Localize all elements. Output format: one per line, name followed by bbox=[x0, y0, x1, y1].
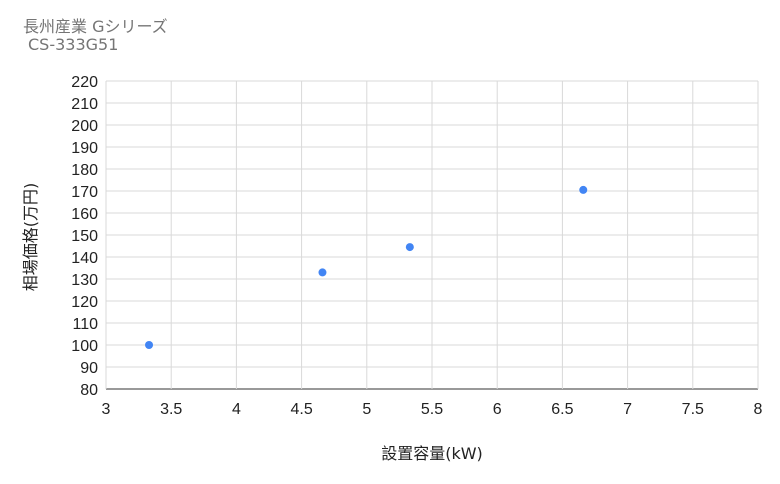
x-tick-label: 5 bbox=[362, 401, 371, 418]
x-tick-label: 6.5 bbox=[551, 401, 573, 418]
x-tick-label: 4.5 bbox=[290, 401, 312, 418]
x-tick-label: 6 bbox=[493, 401, 502, 418]
x-tick-label: 7 bbox=[623, 401, 632, 418]
x-tick-label: 3.5 bbox=[160, 401, 182, 418]
data-point-2 bbox=[318, 268, 327, 277]
y-tick-label: 220 bbox=[71, 74, 98, 91]
y-tick-label: 100 bbox=[71, 338, 98, 355]
x-axis-ticks: 3 3.5 4 4.5 5 5.5 6 6.5 7 7.5 8 bbox=[102, 401, 763, 418]
data-point-1 bbox=[145, 341, 154, 349]
y-tick-label: 80 bbox=[80, 382, 98, 399]
y-tick-label: 160 bbox=[71, 206, 98, 223]
y-tick-label: 110 bbox=[72, 316, 98, 333]
y-tick-label: 180 bbox=[71, 162, 98, 179]
y-tick-label: 200 bbox=[71, 118, 98, 135]
chart-title: 長州産業 Gシリーズ bbox=[23, 17, 168, 36]
y-tick-label: 130 bbox=[71, 272, 98, 289]
x-tick-label: 3 bbox=[102, 401, 111, 418]
y-tick-label: 190 bbox=[71, 140, 98, 157]
chart-subtitle: CS-333G51 bbox=[28, 35, 119, 54]
x-tick-label: 8 bbox=[754, 401, 763, 418]
y-tick-label: 170 bbox=[71, 184, 98, 201]
y-axis-title: 相場価格(万円) bbox=[21, 183, 40, 292]
data-point-3 bbox=[405, 243, 414, 252]
y-tick-label: 90 bbox=[80, 360, 98, 377]
x-tick-label: 7.5 bbox=[682, 401, 704, 418]
data-points bbox=[145, 185, 588, 349]
chart-title-block: 長州産業 Gシリーズ CS-333G51 bbox=[23, 18, 168, 54]
gridlines bbox=[105, 80, 759, 390]
x-axis-title: 設置容量(kW) bbox=[381, 444, 483, 463]
y-tick-label: 140 bbox=[71, 250, 98, 267]
data-point-4 bbox=[579, 185, 588, 194]
y-tick-label: 150 bbox=[71, 228, 98, 245]
x-tick-label: 4 bbox=[232, 401, 241, 418]
y-tick-label: 120 bbox=[71, 294, 98, 311]
x-tick-label: 5.5 bbox=[421, 401, 443, 418]
y-axis-ticks: 80 90 100 110 120 130 140 150 160 170 180 190 200 210… bbox=[71, 74, 98, 399]
y-tick-label: 210 bbox=[71, 96, 98, 113]
